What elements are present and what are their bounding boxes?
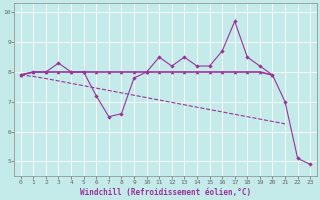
X-axis label: Windchill (Refroidissement éolien,°C): Windchill (Refroidissement éolien,°C) bbox=[80, 188, 251, 197]
